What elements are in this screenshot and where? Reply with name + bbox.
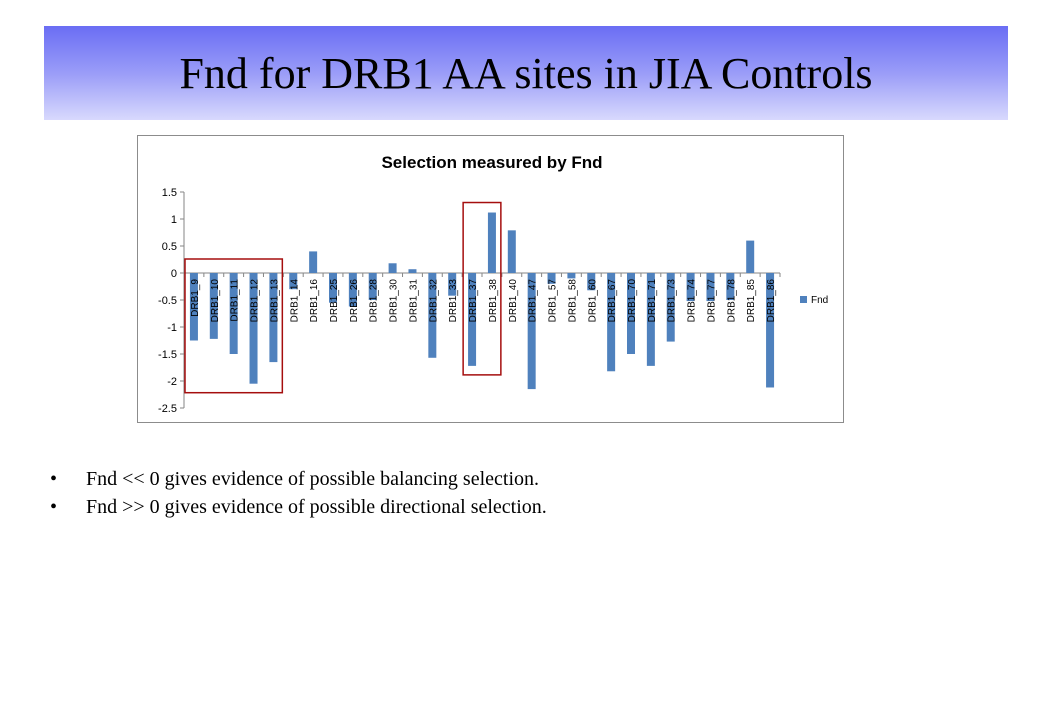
bar-drb1-16 <box>309 251 318 273</box>
x-tick-label: DRB1_13 <box>269 279 280 323</box>
x-tick-label: DRB1_28 <box>369 279 380 323</box>
x-tick-label: DRB1_14 <box>289 279 300 323</box>
bar-drb1-13 <box>269 273 278 363</box>
highlight-boxes <box>184 201 502 394</box>
y-tick-label: -1.5 <box>158 349 177 361</box>
highlight-box <box>462 201 502 376</box>
x-tick-label: DRB1_70 <box>627 279 638 323</box>
bar-drb1-14 <box>289 273 298 290</box>
x-tick-label: DRB1_47 <box>528 279 539 323</box>
x-tick-label: DRB1_40 <box>508 279 519 323</box>
x-tick-label: DRB1_37 <box>468 279 479 323</box>
bar-drb1-40 <box>507 230 516 273</box>
x-tick-label: DRB1_16 <box>309 279 320 323</box>
x-tick-label: DRB1_57 <box>548 279 559 323</box>
y-tick-label: -2.5 <box>158 403 177 415</box>
y-tick-label: 0 <box>171 268 177 280</box>
x-tick-label: DRB1_33 <box>448 279 459 323</box>
bar-drb1-47 <box>527 273 536 390</box>
bar-drb1-37 <box>468 273 477 366</box>
bar-drb1-11 <box>229 273 238 354</box>
x-tick-label: DRB1_32 <box>428 279 439 323</box>
bar-drb1-57 <box>547 273 556 284</box>
bullet-item: Fnd << 0 gives evidence of possible bala… <box>46 465 1006 493</box>
bar-drb1-60 <box>587 273 596 291</box>
y-tick-label: -1 <box>167 322 177 334</box>
bar-drb1-31 <box>408 269 417 273</box>
legend-label: Fnd <box>811 295 828 306</box>
chart-container: Selection measured by Fnd 1.5 1 0.5 0 -0.5 -1… <box>137 135 844 423</box>
x-tick-label: DRB1_25 <box>329 279 340 323</box>
bar-drb1-30 <box>388 263 397 273</box>
x-tick-label: DRB1_78 <box>726 279 737 323</box>
bars <box>189 212 775 390</box>
x-tick-label: DRB1_85 <box>746 279 757 323</box>
x-tick-label: DRB1_30 <box>389 279 400 323</box>
x-tick-label: DRB1_67 <box>607 279 618 323</box>
bar-drb1-26 <box>348 273 357 307</box>
bar-drb1-32 <box>428 273 437 358</box>
chart-title: Selection measured by Fnd <box>381 153 602 172</box>
x-tick-label: DRB1_74 <box>687 279 698 323</box>
x-tick-label: DRB1_9 <box>190 279 201 317</box>
bar-drb1-38 <box>487 212 496 273</box>
bar-drb1-33 <box>448 273 457 296</box>
bar-drb1-70 <box>627 273 635 354</box>
y-axis: 1.5 1 0.5 0 -0.5 -1 -1.5 -2 -2.5 <box>158 187 781 415</box>
bullet-item: Fnd >> 0 gives evidence of possible dire… <box>46 493 1006 521</box>
legend-swatch <box>800 296 807 303</box>
slide-title: Fnd for DRB1 AA sites in JIA Controls <box>179 48 873 98</box>
x-tick-label: DRB1_10 <box>210 279 221 323</box>
legend: Fnd <box>800 295 828 306</box>
bar-drb1-67 <box>607 273 616 372</box>
bar-drb1-58 <box>567 273 576 279</box>
bar-drb1-12 <box>249 273 258 384</box>
title-band: Fnd for DRB1 AA sites in JIA Controls <box>44 26 1008 120</box>
x-axis-labels: DRB1_9 DRB1_10 DRB1_11 DRB1_12 DRB1_13 DRB1_1… <box>190 279 777 323</box>
bullet-list: Fnd << 0 gives evidence of possible bala… <box>46 465 1006 521</box>
x-tick-label: DRB1_71 <box>647 279 658 323</box>
x-tick-label: DRB1_26 <box>349 279 360 323</box>
y-tick-label: -0.5 <box>158 295 177 307</box>
bar-drb1-25 <box>329 273 337 303</box>
bar-drb1-78 <box>726 273 735 300</box>
x-tick-label: DRB1_60 <box>587 279 598 323</box>
x-tick-label: DRB1_73 <box>667 279 678 323</box>
bar-chart: Selection measured by Fnd 1.5 1 0.5 0 -0.5 -1… <box>158 153 828 415</box>
bar-drb1-9 <box>189 273 198 341</box>
bar-drb1-71 <box>646 273 655 366</box>
y-tick-label: 0.5 <box>162 241 177 253</box>
bar-drb1-77 <box>706 273 715 302</box>
highlight-box <box>184 258 284 394</box>
x-tick-label: DRB1_58 <box>567 279 578 323</box>
y-tick-label: -2 <box>167 376 177 388</box>
bar-drb1-86 <box>766 273 775 388</box>
y-tick-label: 1 <box>171 214 177 226</box>
bar-drb1-28 <box>368 273 377 300</box>
bar-drb1-74 <box>686 273 695 302</box>
bar-drb1-85 <box>746 240 755 273</box>
x-tick-label: DRB1_86 <box>766 279 777 323</box>
x-tick-label: DRB1_77 <box>706 279 717 323</box>
bar-drb1-73 <box>666 273 675 342</box>
x-tick-label: DRB1_31 <box>408 279 419 323</box>
y-tick-label: 1.5 <box>162 187 177 199</box>
x-tick-label: DRB1_12 <box>250 279 261 323</box>
bar-drb1-10 <box>209 273 218 339</box>
x-tick-label: DRB1_38 <box>488 279 499 323</box>
x-tick-label: DRB1_11 <box>230 279 241 322</box>
